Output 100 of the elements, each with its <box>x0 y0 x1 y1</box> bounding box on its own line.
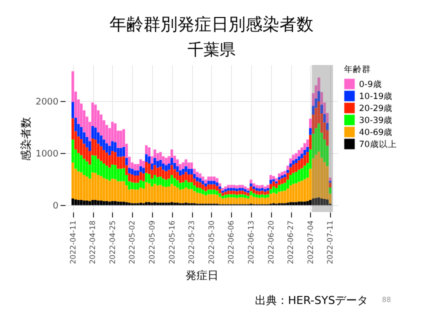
bar <box>139 180 142 188</box>
bar <box>289 202 292 206</box>
bar <box>182 189 184 204</box>
bar <box>204 195 208 204</box>
bar <box>88 141 92 152</box>
bar <box>303 202 306 206</box>
bar <box>100 146 102 161</box>
bar <box>294 158 298 163</box>
bar <box>204 180 208 184</box>
bar <box>207 184 210 190</box>
bar <box>100 200 102 206</box>
bar <box>80 172 83 200</box>
bar <box>280 178 284 184</box>
bar <box>298 160 300 170</box>
bar <box>318 152 320 198</box>
bar <box>114 152 117 166</box>
bar <box>111 178 114 202</box>
bar <box>86 147 88 162</box>
bar <box>266 188 270 191</box>
bar <box>134 176 136 183</box>
bar <box>232 197 236 204</box>
y-tick-label: 1000 <box>36 150 59 160</box>
bar <box>216 186 218 191</box>
bar <box>241 190 244 194</box>
bar <box>82 200 86 206</box>
bar <box>72 162 74 198</box>
bar <box>72 198 74 206</box>
bar <box>168 186 170 203</box>
bar <box>187 189 190 204</box>
bar <box>294 163 298 172</box>
bar <box>196 192 199 204</box>
bar <box>298 202 300 206</box>
bar <box>198 182 202 188</box>
bar <box>314 154 318 198</box>
bar <box>178 176 182 183</box>
bar <box>255 197 258 204</box>
bar <box>275 178 278 182</box>
bar <box>173 178 176 186</box>
bar <box>227 184 230 188</box>
bar <box>182 182 184 190</box>
bar <box>258 198 261 204</box>
bar <box>284 190 286 204</box>
bar <box>207 176 210 181</box>
bar <box>193 178 196 186</box>
bar <box>294 153 298 159</box>
legend-label: 30-39歳 <box>359 115 393 126</box>
bar <box>102 178 106 202</box>
bar <box>289 158 292 164</box>
bar <box>176 180 179 188</box>
bar <box>323 114 326 122</box>
bar <box>125 202 128 206</box>
bar <box>236 198 238 204</box>
bar <box>212 194 216 204</box>
bar <box>120 202 122 206</box>
bar <box>122 168 126 182</box>
bar <box>216 194 218 204</box>
bar <box>108 155 111 168</box>
bar <box>159 184 162 203</box>
bar <box>230 194 233 198</box>
bar <box>320 104 324 114</box>
bar <box>91 200 94 206</box>
bar <box>196 188 199 193</box>
bar <box>139 172 142 180</box>
bar <box>298 182 300 202</box>
bar <box>170 184 174 202</box>
bar <box>266 194 270 198</box>
bar <box>250 191 252 196</box>
bar <box>328 188 332 194</box>
bar <box>145 162 148 173</box>
bar <box>176 202 179 206</box>
bar <box>148 147 151 156</box>
bar <box>218 196 222 204</box>
bar <box>258 194 261 198</box>
bar <box>264 192 266 195</box>
legend-title: 年齢群 <box>344 64 371 75</box>
bar <box>178 170 182 176</box>
bar <box>212 176 216 181</box>
bar <box>196 172 199 178</box>
bar <box>303 150 306 156</box>
bar <box>258 185 261 189</box>
bar <box>164 165 168 172</box>
bar <box>120 181 122 202</box>
bar <box>210 184 213 190</box>
bar <box>130 168 134 174</box>
bar <box>269 174 272 180</box>
bar <box>255 194 258 198</box>
bar <box>136 176 140 183</box>
bar <box>207 194 210 204</box>
bar <box>252 193 256 197</box>
bar <box>145 202 148 206</box>
bar <box>266 184 270 188</box>
bar <box>105 179 108 202</box>
bar <box>125 158 128 166</box>
bar <box>312 198 315 206</box>
bar <box>221 192 224 196</box>
bar <box>224 194 227 198</box>
bar <box>190 182 193 190</box>
bar <box>86 161 88 177</box>
bar <box>108 180 111 202</box>
bar <box>298 156 300 160</box>
